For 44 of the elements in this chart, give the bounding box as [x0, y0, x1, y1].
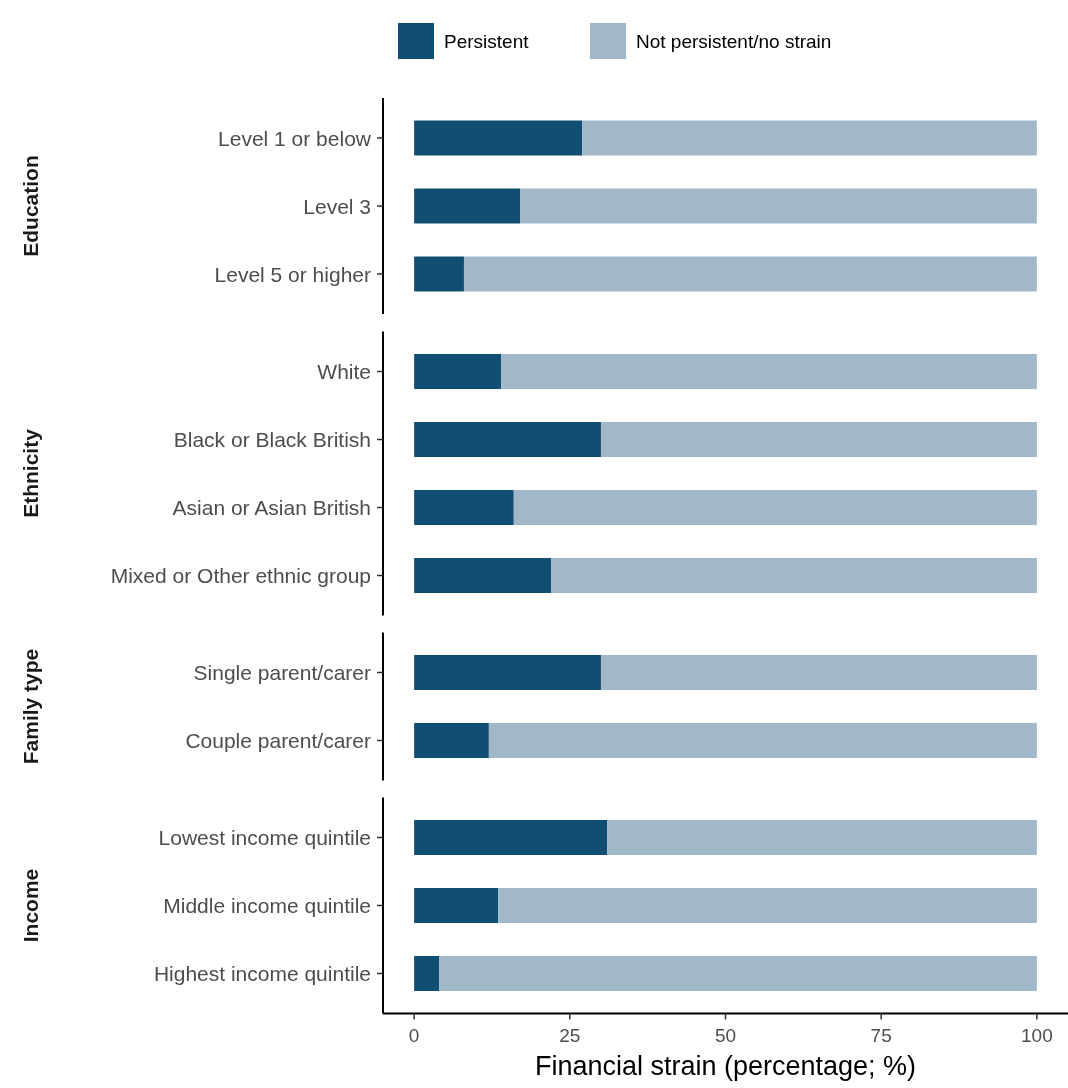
- y-tick-label: Level 1 or below: [218, 126, 372, 150]
- y-axis-title: Education: [18, 155, 42, 257]
- y-tick-label: Level 5 or higher: [214, 262, 371, 286]
- x-tick-label: 50: [714, 1024, 737, 1046]
- bar: [501, 353, 1037, 389]
- x-tick-label: 25: [559, 1024, 581, 1046]
- bar: [582, 120, 1037, 156]
- bar: [498, 887, 1037, 923]
- bar: [414, 256, 464, 292]
- x-tick-label: 0: [408, 1024, 420, 1046]
- y-tick-label: Couple parent/carer: [185, 728, 371, 752]
- y-tick-label: Mixed or Other ethnic group: [110, 563, 371, 587]
- y-tick-label: Asian or Asian British: [172, 495, 371, 519]
- bar: [414, 421, 601, 457]
- legend-label: Not persistent/no strain: [636, 30, 832, 52]
- x-tick-label: 100: [1021, 1024, 1053, 1046]
- x-tick-label: 75: [870, 1024, 892, 1046]
- y-tick-label: Middle income quintile: [163, 893, 371, 917]
- y-axis-title: Income: [18, 868, 42, 942]
- y-tick-label: Single parent/carer: [193, 660, 371, 684]
- y-axis-title: Ethnicity: [18, 428, 42, 518]
- bar: [414, 120, 583, 156]
- bar: [414, 188, 520, 224]
- x-axis-title: Financial strain (percentage; %): [534, 1050, 917, 1080]
- y-tick-label: Level 3: [303, 194, 371, 218]
- bar: [607, 819, 1037, 855]
- bar: [551, 557, 1037, 593]
- y-tick-label: Highest income quintile: [153, 961, 371, 985]
- bar: [414, 489, 514, 525]
- bar: [600, 421, 1037, 457]
- bar: [513, 489, 1037, 525]
- y-tick-label: White: [317, 359, 371, 383]
- bar: [414, 353, 502, 389]
- bar: [463, 256, 1037, 292]
- y-tick-label: Black or Black British: [173, 427, 371, 451]
- bar: [414, 557, 552, 593]
- bar: [520, 188, 1037, 224]
- y-tick-label: Lowest income quintile: [158, 825, 371, 849]
- legend-label: Persistent: [444, 30, 530, 52]
- bar: [414, 887, 499, 923]
- y-axis-title: Family type: [18, 648, 42, 764]
- bar: [414, 955, 440, 991]
- bar: [414, 819, 608, 855]
- bar: [439, 955, 1037, 991]
